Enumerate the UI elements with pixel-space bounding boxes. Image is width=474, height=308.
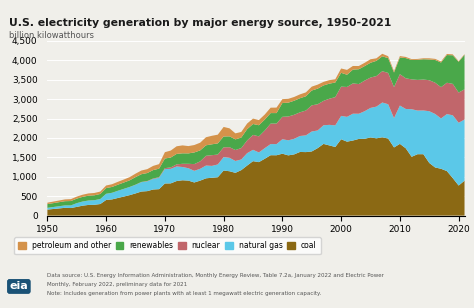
Text: eia: eia	[9, 282, 28, 291]
Text: U.S. electricity generation by major energy source, 1950-2021: U.S. electricity generation by major ene…	[9, 18, 392, 28]
Text: Data source: U.S. Energy Information Administration, Monthly Energy Review, Tabl: Data source: U.S. Energy Information Adm…	[47, 273, 384, 278]
Text: Monthly, February 2022, preliminary data for 2021: Monthly, February 2022, preliminary data…	[47, 282, 188, 287]
Text: Note: Includes generation from power plants with at least 1 megawatt electric ge: Note: Includes generation from power pla…	[47, 291, 322, 296]
Text: eia: eia	[9, 282, 28, 291]
Legend: petroleum and other, renewables, nuclear, natural gas, coal: petroleum and other, renewables, nuclear…	[14, 237, 320, 254]
Text: billion kilowatthours: billion kilowatthours	[9, 31, 94, 40]
